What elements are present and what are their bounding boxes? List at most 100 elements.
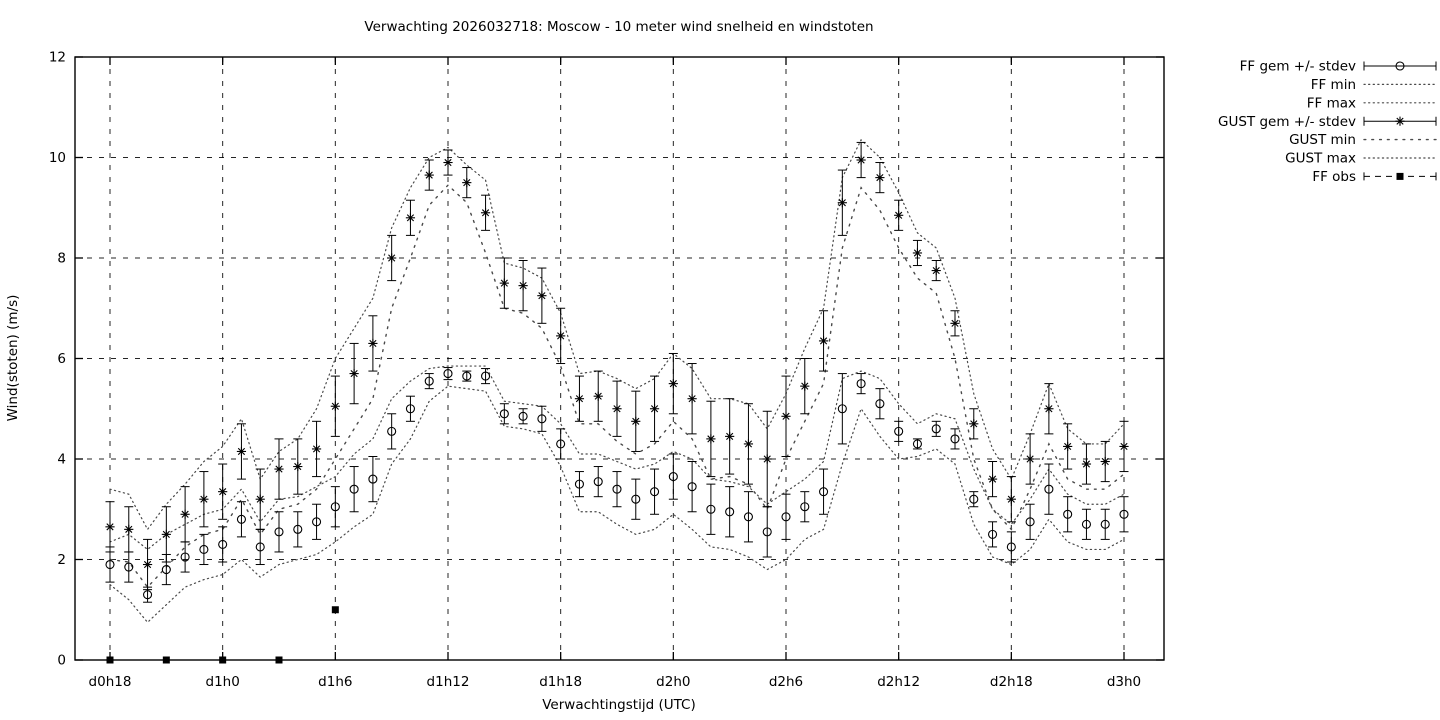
circle-marker (180, 552, 190, 562)
star-marker-stroke (256, 495, 264, 503)
y-tick-label: 4 (57, 452, 66, 468)
star-marker-stroke (1120, 442, 1128, 451)
x-tick-label: d3h0 (1107, 674, 1141, 690)
circle-marker (1044, 484, 1054, 494)
star-marker-stroke (388, 254, 396, 262)
circle-marker (218, 539, 228, 549)
circle-marker (462, 371, 472, 381)
legend-label: GUST min (1289, 132, 1356, 148)
circle-marker (1081, 519, 1091, 529)
obs-square-marker (1396, 172, 1404, 180)
circle-marker (837, 404, 847, 414)
grid (75, 57, 1164, 660)
circle-marker (856, 379, 866, 389)
circle-marker (781, 512, 791, 522)
y-tick-label: 6 (57, 351, 66, 367)
circle-marker (143, 590, 153, 600)
circle-marker (725, 507, 735, 517)
star-marker-stroke (369, 339, 377, 348)
star-marker-stroke (1082, 460, 1091, 468)
circle-marker (236, 514, 246, 524)
circle-marker (1100, 519, 1110, 529)
star-marker-stroke (613, 405, 621, 413)
circle-marker (424, 376, 434, 386)
star-marker-stroke (838, 199, 846, 207)
star-marker-stroke (519, 282, 527, 290)
circle-marker (875, 399, 885, 409)
legend-entry-gust-min: GUST min (1289, 132, 1437, 148)
star-marker-stroke (106, 523, 114, 531)
star-marker-stroke (500, 279, 508, 287)
data-series (105, 141, 1129, 664)
star-marker-stroke (763, 455, 771, 463)
circle-marker (950, 434, 960, 444)
star-marker-stroke (951, 319, 959, 327)
circle-marker (405, 404, 415, 414)
circle-marker (819, 487, 829, 497)
legend-entry-gust-gem-stdev: GUST gem +/- stdev (1218, 114, 1437, 130)
x-tick-label: d2h0 (656, 674, 690, 690)
legend-label: FF gem +/- stdev (1240, 59, 1356, 75)
star-marker-stroke (200, 495, 208, 503)
y-tick-label: 8 (57, 251, 66, 267)
star-marker-stroke (632, 417, 640, 425)
circle-marker (931, 424, 941, 434)
star-marker-stroke (744, 440, 753, 448)
legend-label: FF obs (1312, 169, 1356, 185)
star-marker-stroke (1101, 457, 1109, 466)
circle-marker (1119, 509, 1129, 519)
legend-entry-gust-max: GUST max (1285, 151, 1437, 167)
star-marker-stroke (312, 445, 321, 453)
legend-entry-ff-min: FF min (1311, 77, 1437, 93)
circle-marker (556, 439, 566, 449)
star-marker-stroke (970, 420, 978, 428)
star-marker-stroke (1396, 117, 1404, 125)
circle-marker (894, 426, 904, 436)
star-marker-stroke (406, 214, 415, 222)
star-marker-stroke (801, 382, 809, 390)
envelope-gust-max (109, 138, 1125, 531)
star-marker-stroke (876, 173, 884, 182)
x-tick-label: d1h12 (427, 674, 470, 690)
circle-marker (800, 502, 810, 512)
circle-marker (537, 414, 547, 424)
circle-marker (1025, 517, 1035, 527)
circle-marker (612, 484, 622, 494)
legend-label: FF max (1307, 95, 1356, 111)
circle-marker (668, 472, 678, 482)
tick-labels: 0 2 4 6 8 10 12 d0h18 d1h0 d1h6 d1h12 d1h18 d2h0 d2h6… (49, 50, 1141, 690)
star-marker-stroke (275, 465, 283, 473)
star-marker-stroke (895, 211, 903, 219)
circle-marker (255, 542, 265, 552)
star-marker-stroke (819, 337, 828, 345)
circle-marker (105, 559, 115, 570)
plot-frame (74, 56, 1165, 661)
star-marker-stroke (143, 560, 152, 569)
legend-label: FF min (1311, 77, 1356, 93)
x-tick-label: d0h18 (89, 674, 132, 690)
circle-marker (293, 524, 303, 534)
star-marker-stroke (331, 402, 339, 410)
star-marker-stroke (557, 332, 565, 340)
circle-marker (988, 529, 998, 539)
star-marker-stroke (294, 462, 302, 471)
circle-marker (969, 494, 979, 504)
star-marker-stroke (162, 530, 170, 538)
circle-marker (706, 504, 716, 514)
star-marker-stroke (575, 395, 584, 403)
circle-marker (574, 479, 584, 489)
star-marker-stroke (594, 392, 602, 400)
star-marker-stroke (688, 395, 696, 403)
star-marker-stroke (669, 380, 677, 388)
obs-square-marker (331, 606, 339, 614)
star-marker-stroke (650, 405, 659, 413)
x-axis-label: Verwachtingstijd (UTC) (542, 697, 696, 713)
star-marker-stroke (707, 435, 715, 443)
star-marker-stroke (1026, 455, 1034, 463)
circle-marker (912, 439, 922, 449)
x-tick-label: d2h12 (877, 674, 920, 690)
star-marker-stroke (1007, 495, 1015, 503)
y-tick-label: 0 (57, 653, 66, 669)
